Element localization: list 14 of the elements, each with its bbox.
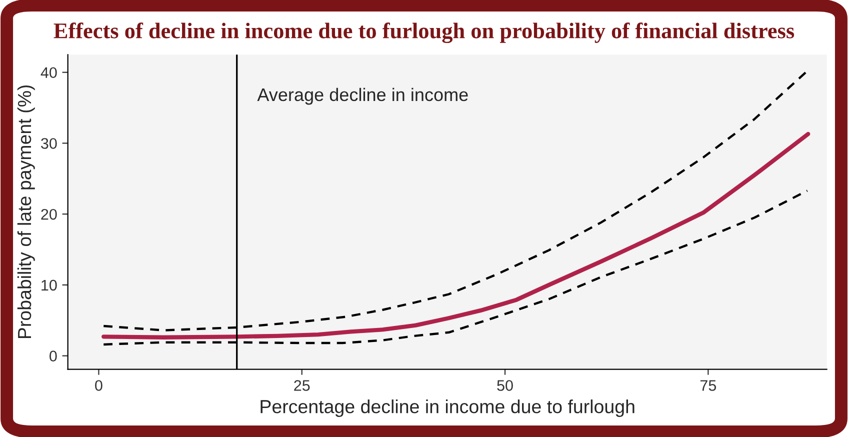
- y-tick-label: 40: [40, 67, 57, 78]
- y-tick-label: 10: [42, 280, 57, 291]
- chart-title: Effects of decline in income due to furlough on probability of financial distress: [54, 22, 794, 44]
- line-series: [102, 132, 810, 340]
- x-tick-label: 75: [700, 380, 716, 391]
- x-tick-label: 0: [95, 380, 102, 391]
- x-tick-label: 25: [294, 380, 310, 391]
- y-tick-label: 20: [41, 208, 57, 220]
- y-tick-label: 0: [50, 350, 57, 362]
- ref-line-label: Average decline in income: [257, 88, 468, 105]
- y-tick-label: 30: [41, 138, 57, 149]
- x-axis-title: Percentage decline in income due to furlough: [260, 399, 634, 417]
- x-tick-label: 50: [497, 380, 513, 391]
- y-axis-title: Probability of late payment (%): [17, 85, 35, 338]
